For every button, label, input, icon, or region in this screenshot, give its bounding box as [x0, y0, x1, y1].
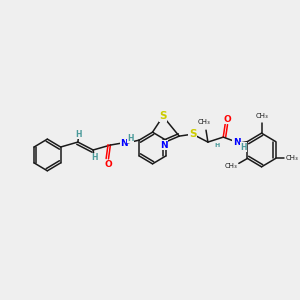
Text: N: N: [233, 138, 241, 147]
Text: CH₃: CH₃: [225, 163, 238, 169]
Text: O: O: [105, 160, 112, 169]
Text: O: O: [223, 115, 231, 124]
Text: H: H: [240, 142, 247, 152]
Text: CH₃: CH₃: [198, 119, 211, 125]
Text: N: N: [120, 139, 127, 148]
Text: S: S: [189, 129, 196, 139]
Text: CH₃: CH₃: [285, 155, 298, 161]
Text: H: H: [127, 134, 134, 142]
Text: S: S: [159, 111, 167, 121]
Text: H: H: [76, 130, 82, 139]
Text: H: H: [91, 153, 98, 162]
Text: H: H: [214, 142, 219, 148]
Text: N: N: [160, 140, 168, 149]
Text: CH₃: CH₃: [255, 113, 268, 119]
